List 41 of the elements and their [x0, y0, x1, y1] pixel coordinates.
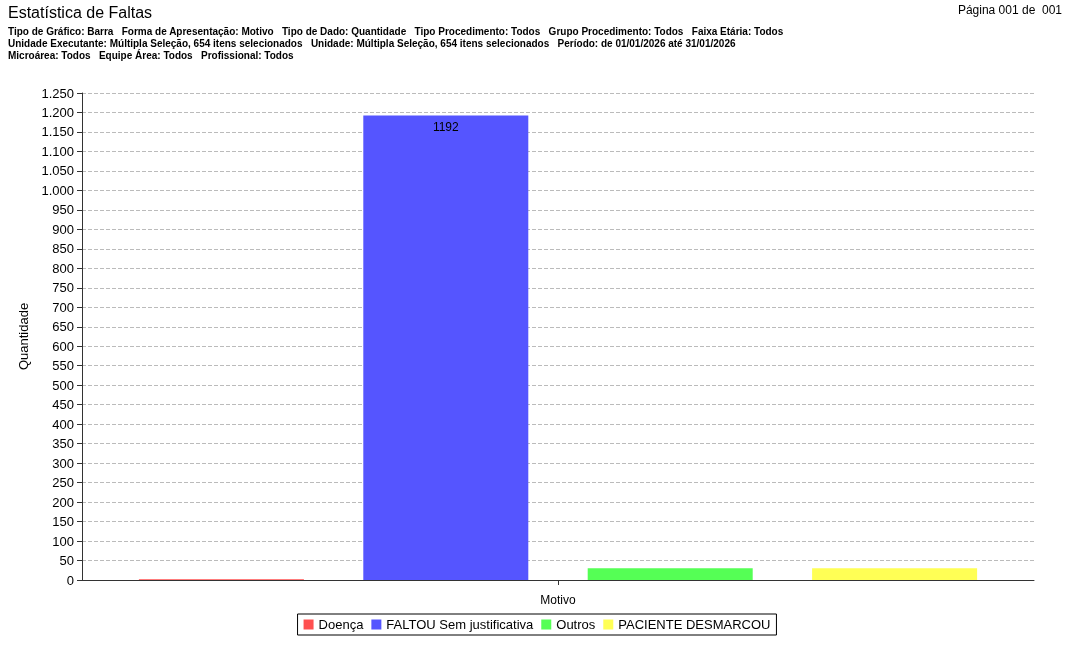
y-tick-label: 1.150 [41, 124, 74, 140]
y-tick-label: 800 [52, 260, 74, 276]
y-axis-title: Quantidade [16, 302, 31, 371]
legend-label: Outros [556, 617, 596, 632]
y-tick-label: 1.200 [41, 104, 74, 120]
bar [363, 115, 529, 580]
y-tick-label: 750 [52, 280, 74, 296]
chart-title: Estatística de Faltas [8, 3, 153, 21]
legend-label: PACIENTE DESMARCOU [618, 617, 771, 632]
y-tick-label: 250 [52, 475, 74, 491]
y-tick-label: 0 [66, 572, 74, 588]
text: Página 001 de 001 [957, 3, 1063, 17]
text: Unidade Executante: Múltipla Seleção, 654 itens selecionados Unidade: Múltipla Seleção, 654 itens selecionados Período: de 01/01/2026 até 31/01/2026 [8, 37, 736, 49]
y-tick-label: 100 [52, 533, 74, 549]
y-tick-label: 550 [52, 358, 74, 374]
y-tick-label: 300 [52, 455, 74, 471]
y-tick-label: 600 [52, 338, 74, 354]
y-tick-label: 1.250 [41, 85, 74, 101]
y-tick-label: 850 [52, 241, 74, 257]
bar [812, 568, 978, 580]
legend-label: FALTOU Sem justificativa [386, 617, 535, 632]
text: Tipo de Gráfico: Barra Forma de Apresentação: Motivo Tipo de Dado: Quantidade Tipo Procedimento: Todos Grupo Procedimento: Todos Faixa Etária: Todos [8, 25, 784, 37]
bar [587, 568, 753, 580]
y-tick-label: 350 [52, 436, 74, 452]
y-tick-label: 900 [52, 221, 74, 237]
y-tick-label: 400 [52, 416, 74, 432]
y-tick-label: 500 [52, 377, 74, 393]
y-tick-label: 1.100 [41, 143, 74, 159]
y-tick-label: 950 [52, 202, 74, 218]
legend-label: Doença [318, 617, 365, 632]
x-axis-title: Motivo [540, 593, 576, 607]
y-tick-label: 150 [52, 514, 74, 530]
y-tick-label: 50 [59, 553, 74, 569]
y-tick-label: 700 [52, 299, 74, 315]
y-tick-label: 1.000 [41, 182, 74, 198]
data-label: 1192 [432, 119, 460, 134]
y-tick-label: 1.050 [41, 163, 74, 179]
y-tick-label: 450 [52, 397, 74, 413]
text: Microárea: Todos Equipe Área: Todos Profissional: Todos [8, 48, 295, 61]
y-tick-label: 650 [52, 319, 74, 335]
y-tick-label: 200 [52, 494, 74, 510]
